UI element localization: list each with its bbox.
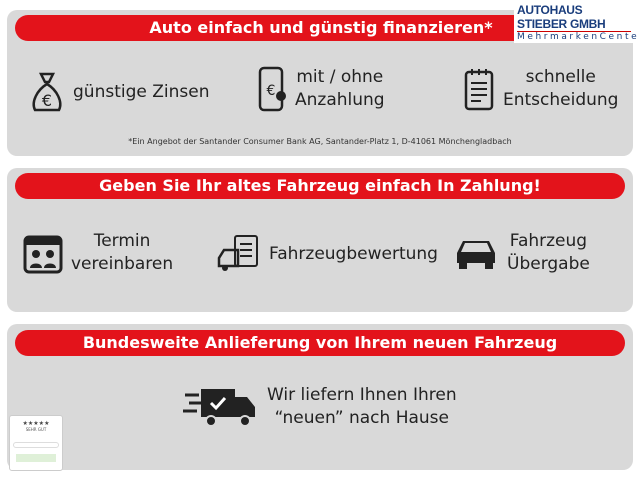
- badge-footer: [16, 454, 56, 462]
- trade-in-banner: Geben Sie Ihr altes Fahrzeug einfach In …: [15, 173, 625, 199]
- logo-tagline: MehrmarkenCenter: [517, 31, 640, 42]
- suv-icon: [453, 233, 499, 273]
- feature-line1: Fahrzeug: [509, 231, 588, 251]
- feature-low-interest: € günstige Zinsen: [29, 70, 209, 114]
- feature-appointment: Termin vereinbaren: [23, 230, 173, 276]
- feature-line2: “neuen” nach Hause: [274, 408, 450, 428]
- logo-name: AUTOHAUS STIEBER GMBH: [517, 3, 606, 31]
- badge-brand-bar: [13, 442, 59, 448]
- svg-text:€: €: [42, 91, 52, 110]
- delivery-banner: Bundesweite Anlieferung von Ihrem neuen …: [15, 330, 625, 356]
- company-logo: AUTOHAUS STIEBER GMBH MehrmarkenCenter: [514, 2, 640, 43]
- notepad-icon: [463, 67, 495, 111]
- svg-text:€: €: [267, 83, 276, 99]
- footnote: *Ein Angebot der Santander Consumer Bank…: [128, 137, 512, 146]
- feature-line1: mit / ohne: [296, 67, 384, 87]
- feature-handover: Fahrzeug Übergabe: [453, 230, 590, 276]
- feature-line1: Wir liefern Ihnen Ihren: [267, 385, 457, 405]
- car-checklist-icon: [217, 234, 261, 274]
- calendar-people-icon: [23, 232, 63, 274]
- rating-text: SEHR GUT: [25, 427, 47, 432]
- delivery-panel: Bundesweite Anlieferung von Ihrem neuen …: [7, 324, 633, 470]
- feature-line2: vereinbaren: [71, 254, 174, 274]
- delivery-truck-icon: [183, 385, 259, 429]
- feature-valuation: Fahrzeugbewertung: [217, 234, 438, 274]
- feature-line2: Anzahlung: [295, 90, 385, 110]
- feature-line2: Übergabe: [507, 254, 590, 274]
- rating-stars: ★★★★★: [22, 420, 50, 427]
- feature-line1: schnelle: [525, 67, 596, 87]
- feature-fast-decision: schnelle Entscheidung: [463, 66, 618, 112]
- feature-text: günstige Zinsen: [73, 81, 210, 102]
- feature-text: Fahrzeugbewertung: [269, 243, 438, 264]
- feature-line1: Termin: [93, 231, 151, 251]
- trade-in-panel: Geben Sie Ihr altes Fahrzeug einfach In …: [7, 168, 633, 312]
- feature-delivery: Wir liefern Ihnen Ihren “neuen” nach Haus…: [183, 384, 457, 430]
- feature-line2: Entscheidung: [503, 90, 619, 110]
- money-bag-icon: €: [29, 70, 65, 114]
- feature-down-payment: € mit / ohne Anzahlung: [257, 66, 385, 112]
- rating-badge[interactable]: ★★★★★ SEHR GUT: [9, 415, 63, 471]
- phone-euro-icon: €: [257, 66, 287, 112]
